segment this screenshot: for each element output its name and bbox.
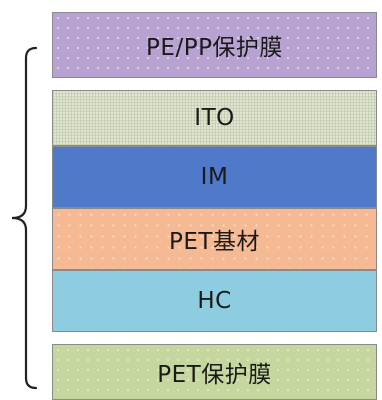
layer-pe-pp-protective-film: PE/PP保护膜 [52, 12, 377, 78]
layer-label: IM [200, 164, 229, 190]
layer-im: IM [52, 146, 377, 208]
layer-pet-protective-film: PET保护膜 [52, 344, 377, 400]
layer-pet-substrate: PET基材 [52, 208, 377, 270]
layer-label: PET基材 [169, 229, 260, 255]
layer-label: ITO [194, 105, 235, 131]
layer-label: HC [197, 288, 232, 314]
layer-hc: HC [52, 270, 377, 332]
layer-label: PET保护膜 [157, 362, 272, 388]
curly-brace-icon [11, 46, 38, 390]
layer-label: PE/PP保护膜 [146, 35, 283, 61]
layer-ito: ITO [52, 90, 377, 146]
